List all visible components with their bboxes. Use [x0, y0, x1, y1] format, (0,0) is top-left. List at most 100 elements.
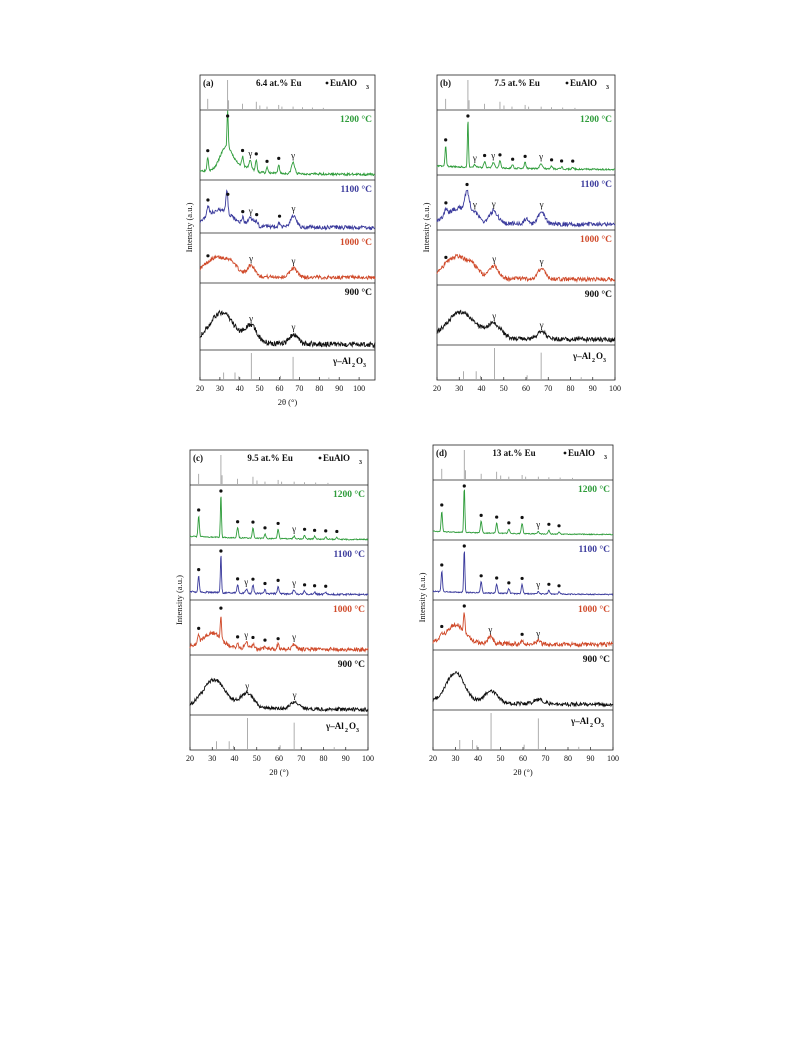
xrd-pattern-line: [432, 671, 614, 708]
eualo3-peak-marker: [240, 148, 245, 153]
al2o3-subscript: 3: [363, 363, 366, 369]
eualo3-peak-marker: [520, 515, 524, 520]
gamma-peak-marker: γ: [243, 630, 248, 640]
temperature-label: 900 °C: [583, 654, 610, 665]
xrd-pattern-line: [432, 489, 614, 536]
eualo3-peak-marker: [251, 577, 255, 581]
xrd-pattern-line: [199, 189, 376, 231]
eualo3-peak-marker: [571, 159, 575, 163]
al2o3-label: γ–Al: [570, 716, 589, 726]
al2o3-subscript: 2: [345, 728, 348, 734]
gamma-peak-marker: γ: [291, 632, 296, 642]
x-tick-label: 40: [478, 384, 486, 393]
temperature-label: 900 °C: [338, 659, 365, 670]
gamma-peak-marker: γ: [248, 206, 253, 216]
y-axis-label: Intensity (a.u.): [421, 202, 431, 252]
eualo3-peak-marker: [254, 152, 258, 156]
xrd-pattern-line: [436, 253, 616, 283]
eualo3-peak-marker: [197, 626, 201, 630]
x-tick-label: 70: [544, 384, 552, 393]
eualo3-peak-marker: [324, 529, 328, 533]
x-tick-label: 100: [353, 384, 365, 393]
panel-title: 6.4 at.% Eu: [256, 78, 302, 88]
legend-subscript: 3: [606, 85, 609, 91]
gamma-peak-marker: γ: [244, 681, 249, 691]
eualo3-peak-marker: [255, 212, 259, 217]
x-tick-label: 30: [208, 754, 216, 763]
gamma-peak-marker: γ: [248, 313, 253, 323]
legend-dot-icon: [318, 456, 322, 460]
eualo3-peak-marker: [206, 198, 210, 202]
eualo3-peak-marker: [462, 484, 466, 488]
temperature-label: 900 °C: [345, 287, 372, 298]
eualo3-peak-marker: [444, 255, 448, 259]
al2o3-subscript: 3: [603, 358, 606, 364]
gamma-peak-marker: γ: [539, 200, 544, 210]
gamma-peak-marker: γ: [487, 624, 492, 634]
gamma-peak-marker: γ: [539, 320, 544, 330]
eualo3-peak-marker: [495, 576, 499, 580]
temperature-label: 900 °C: [585, 289, 612, 300]
al2o3-subscript: 2: [592, 358, 595, 364]
eualo3-peak-marker: [219, 606, 223, 610]
xrd-pattern-line: [189, 555, 369, 597]
eualo3-peak-marker: [483, 153, 487, 158]
eualo3-peak-marker: [241, 210, 245, 214]
eualo3-peak-marker: [507, 521, 511, 525]
gamma-peak-marker: γ: [290, 322, 295, 332]
gamma-peak-marker: γ: [290, 203, 295, 213]
eualo3-peak-marker: [444, 138, 448, 142]
panel-label: (a): [203, 78, 214, 88]
al2o3-label-o: O: [349, 721, 356, 731]
eualo3-peak-marker: [498, 153, 502, 157]
x-tick-label: 60: [275, 754, 283, 763]
x-tick-label: 30: [452, 754, 460, 763]
eualo3-peak-marker: [557, 524, 561, 528]
eualo3-peak-marker: [520, 632, 524, 636]
eualo3-peak-marker: [440, 503, 444, 507]
x-tick-label: 20: [186, 754, 194, 763]
panel-label: (c): [193, 453, 203, 463]
gamma-peak-marker: γ: [472, 153, 477, 163]
eualo3-peak-marker: [462, 604, 466, 608]
panel-title: 13 at.% Eu: [492, 448, 535, 458]
gamma-peak-marker: γ: [535, 520, 540, 530]
eualo3-peak-marker: [520, 576, 524, 581]
x-tick-label: 80: [567, 384, 575, 393]
legend-label: EuAlO: [568, 448, 595, 458]
xrd-panel-c: γ 1200 °C γ γ 1100 °C γ γ 1000 °C γ γ 900 °C (c) 9.5…: [174, 449, 374, 777]
eualo3-peak-marker: [206, 149, 210, 153]
x-axis-label: 2θ (°): [513, 767, 533, 777]
gamma-peak-marker: γ: [472, 199, 477, 209]
x-tick-label: 60: [522, 384, 530, 393]
xrd-pattern-line: [436, 189, 616, 228]
panel-title: 7.5 at.% Eu: [494, 78, 540, 88]
eualo3-peak-marker: [236, 635, 240, 639]
gamma-peak-marker: γ: [491, 254, 496, 264]
x-tick-label: 70: [295, 384, 303, 393]
xrd-pattern-line: [199, 309, 376, 349]
gamma-peak-marker: γ: [491, 199, 496, 209]
legend-subscript: 3: [366, 85, 369, 91]
eualo3-peak-marker: [197, 568, 201, 572]
temperature-label: 1200 °C: [333, 489, 365, 500]
temperature-label: 1100 °C: [578, 544, 610, 555]
xrd-pattern-line: [199, 110, 376, 177]
gamma-peak-marker: γ: [535, 629, 540, 639]
eualo3-peak-marker: [324, 584, 328, 588]
plot-frame: [199, 74, 376, 381]
x-tick-label: 60: [519, 754, 527, 763]
eualo3-peak-marker: [465, 182, 469, 187]
panel-title: 9.5 at.% Eu: [247, 453, 293, 463]
gamma-peak-marker: γ: [539, 257, 544, 267]
gamma-peak-marker: γ: [290, 150, 295, 160]
eualo3-peak-marker: [219, 489, 223, 493]
x-tick-label: 70: [542, 754, 550, 763]
eualo3-peak-marker: [511, 157, 515, 161]
temperature-label: 1200 °C: [340, 114, 372, 125]
eualo3-peak-marker: [462, 544, 466, 548]
x-tick-label: 90: [587, 754, 595, 763]
eualo3-peak-marker: [276, 578, 280, 583]
eualo3-peak-marker: [206, 254, 210, 258]
x-tick-label: 40: [474, 754, 482, 763]
